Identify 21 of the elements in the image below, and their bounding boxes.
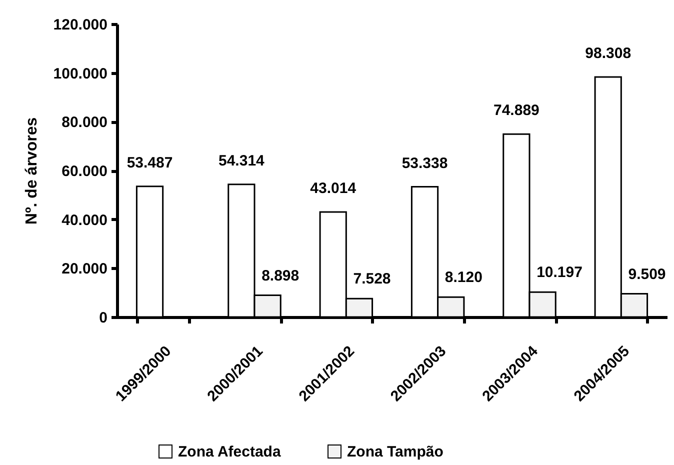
data-label: 8.898 — [262, 267, 300, 284]
data-label: 10.197 — [536, 264, 582, 282]
data-label: 7.528 — [353, 270, 391, 288]
y-tick-label: 80.000 — [62, 114, 108, 132]
y-tick-label: 0 — [99, 310, 108, 326]
data-label: 9.509 — [628, 266, 666, 283]
legend-label: Zona Afectada — [178, 444, 282, 460]
data-label: 43.014 — [310, 180, 357, 197]
data-label: 53.338 — [402, 154, 448, 172]
data-label: 74.889 — [493, 102, 540, 120]
y-tick-label: 60.000 — [62, 163, 108, 180]
data-label: 54.314 — [218, 152, 266, 170]
y-axis-title: Nº. de árvores — [23, 117, 40, 225]
y-tick-label: 120.000 — [53, 16, 108, 34]
y-tick-label: 40.000 — [62, 212, 108, 229]
data-label: 8.120 — [444, 269, 482, 286]
data-label: 53.487 — [126, 154, 173, 172]
data-label: 98.308 — [585, 44, 632, 62]
y-tick-label: 20.000 — [62, 260, 108, 278]
legend-label: Zona Tampão — [347, 444, 444, 460]
y-tick-label: 100.000 — [53, 65, 108, 82]
